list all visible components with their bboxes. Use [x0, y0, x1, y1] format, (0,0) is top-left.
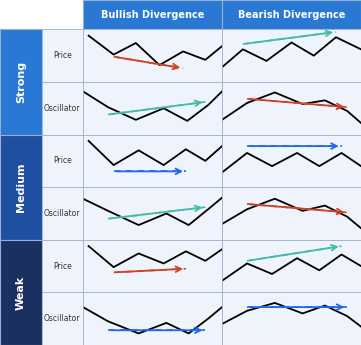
Text: Weak: Weak	[16, 275, 26, 309]
Text: Strong: Strong	[16, 61, 26, 103]
Text: Bearish Divergence: Bearish Divergence	[238, 10, 345, 20]
Text: Oscillator: Oscillator	[44, 104, 81, 113]
Text: Medium: Medium	[16, 162, 26, 212]
Text: Price: Price	[53, 156, 71, 165]
Text: Oscillator: Oscillator	[44, 314, 81, 323]
Text: Price: Price	[53, 262, 71, 270]
Text: Oscillator: Oscillator	[44, 209, 81, 218]
Text: Bullish Divergence: Bullish Divergence	[101, 10, 204, 20]
Text: Price: Price	[53, 51, 71, 60]
